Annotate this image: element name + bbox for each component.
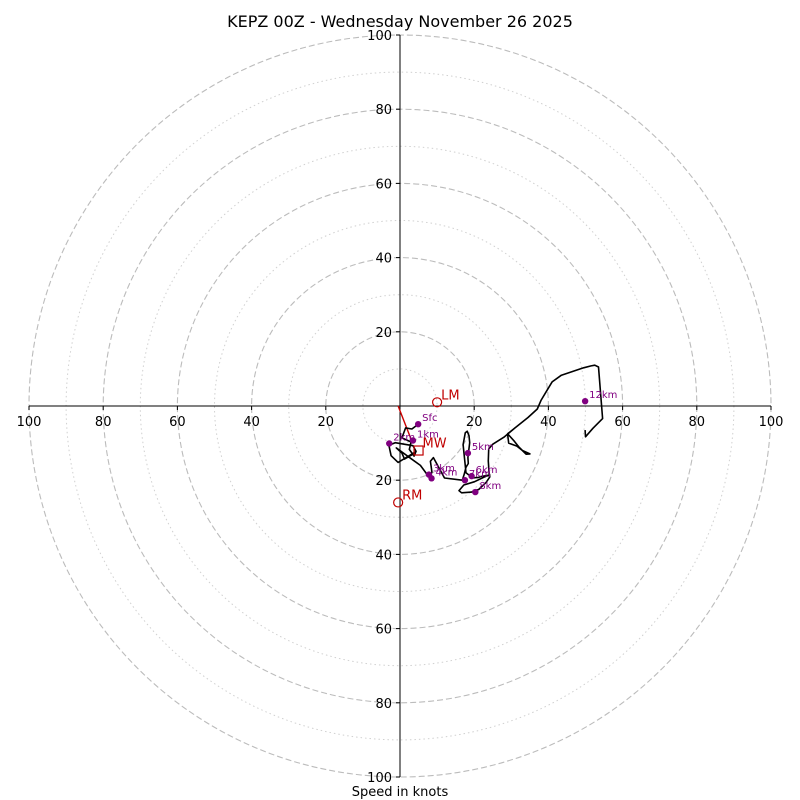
height-label-3km: 3km (433, 464, 455, 475)
y-tick-label: 40 (375, 548, 392, 563)
y-tick-label: 20 (375, 474, 392, 489)
height-label-6km: 6km (476, 465, 498, 476)
storm-motion-label-LM: LM (441, 388, 459, 403)
height-label-Sfc: Sfc (422, 413, 437, 424)
x-tick-labels: 100 80 60 40 20 20 40 60 80 100 (17, 406, 784, 430)
y-tick-label: 20 (375, 326, 392, 341)
y-tick-label: 100 (367, 29, 392, 44)
height-label-12km: 12km (589, 390, 617, 401)
height-label-7km: 7km (469, 469, 491, 480)
storm-motion-markers: LM RM MW (393, 388, 460, 508)
storm-motion-marker-RM (393, 497, 404, 508)
x-tick-label: 40 (540, 415, 557, 430)
y-tick-label: 60 (375, 177, 392, 192)
x-tick-label: 80 (95, 415, 112, 430)
y-tick-label: 60 (375, 623, 392, 638)
hodograph-line-hodograph (388, 364, 604, 494)
x-tick-label: 20 (466, 415, 483, 430)
height-label-2km: 2km (393, 432, 415, 443)
y-tick-label: 80 (375, 103, 392, 118)
height-label-8km: 8km (479, 481, 501, 492)
chart-title: KEPZ 00Z - Wednesday November 26 2025 (227, 12, 573, 31)
height-label-1km: 1km (417, 430, 439, 441)
y-tick-label: 80 (375, 697, 392, 712)
axes (29, 35, 771, 777)
height-marker-6km (468, 472, 475, 480)
y-tick-labels: 100 80 60 40 20 20 40 60 80 100 (367, 29, 400, 786)
storm-motion-label-RM: RM (402, 488, 422, 503)
x-tick-label: 80 (689, 415, 706, 430)
height-label-5km: 5km (472, 442, 494, 453)
height-marker-1km (409, 437, 417, 444)
height-marker-7km (461, 477, 469, 484)
height-marker-2km (386, 440, 393, 447)
x-tick-label: 20 (318, 415, 335, 430)
storm-motion-marker-MW (413, 445, 424, 456)
x-tick-label: 100 (759, 415, 784, 430)
storm-motion-marker-LM (432, 397, 443, 408)
hodograph-traces (388, 364, 604, 494)
height-marker-4km (428, 475, 435, 482)
storm-motion-label-MW: MW (423, 437, 447, 452)
height-label-4km: 4km (436, 467, 458, 478)
height-marker-Sfc (414, 420, 422, 428)
y-tick-label: 40 (375, 252, 392, 267)
x-tick-label: 60 (614, 415, 631, 430)
height-marker-12km (581, 397, 589, 405)
y-tick-label: 100 (367, 771, 392, 786)
x-axis-label: Speed in knots (352, 785, 449, 800)
x-tick-label: 60 (169, 415, 186, 430)
height-marker-5km (464, 449, 472, 457)
height-marker-8km (472, 488, 479, 496)
x-tick-label: 100 (17, 415, 42, 430)
shear-vector-line (397, 405, 412, 440)
x-tick-label: 40 (243, 415, 260, 430)
